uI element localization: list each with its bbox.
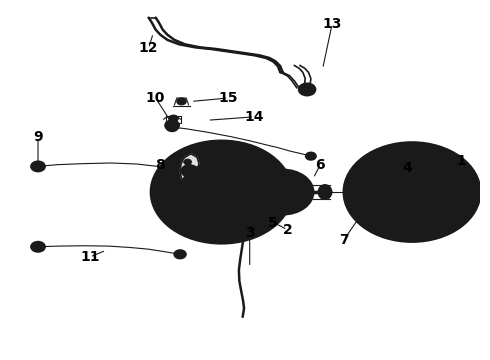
Circle shape	[298, 83, 316, 96]
Ellipse shape	[165, 120, 179, 130]
Text: 12: 12	[139, 41, 158, 55]
Ellipse shape	[345, 183, 361, 202]
Circle shape	[186, 186, 203, 198]
Text: 4: 4	[402, 161, 412, 175]
Ellipse shape	[240, 226, 248, 233]
Ellipse shape	[177, 98, 186, 105]
Ellipse shape	[169, 125, 175, 129]
Ellipse shape	[34, 244, 42, 249]
Circle shape	[440, 187, 453, 197]
Ellipse shape	[186, 170, 192, 174]
Text: 3: 3	[245, 226, 254, 240]
Text: 15: 15	[219, 91, 238, 105]
Ellipse shape	[31, 161, 45, 172]
Circle shape	[184, 159, 192, 165]
Ellipse shape	[174, 250, 186, 258]
Circle shape	[361, 155, 463, 229]
Text: 14: 14	[245, 110, 264, 124]
Circle shape	[378, 202, 391, 211]
Circle shape	[266, 180, 299, 204]
Circle shape	[213, 166, 230, 179]
Circle shape	[344, 143, 480, 242]
Ellipse shape	[183, 168, 195, 176]
Text: 5: 5	[269, 216, 278, 230]
Circle shape	[213, 206, 230, 218]
Ellipse shape	[306, 152, 316, 160]
Circle shape	[252, 170, 313, 214]
Circle shape	[416, 211, 429, 220]
Ellipse shape	[31, 242, 45, 252]
Text: 1: 1	[457, 154, 466, 168]
Circle shape	[151, 141, 292, 243]
Ellipse shape	[207, 184, 236, 213]
Ellipse shape	[166, 123, 178, 131]
Circle shape	[206, 181, 237, 203]
Text: 11: 11	[80, 250, 99, 264]
Text: 2: 2	[282, 223, 292, 237]
Text: 8: 8	[155, 158, 165, 172]
Circle shape	[181, 165, 198, 177]
Polygon shape	[180, 154, 199, 185]
Text: 10: 10	[146, 91, 165, 105]
Circle shape	[240, 186, 257, 198]
Circle shape	[303, 86, 311, 93]
Ellipse shape	[242, 228, 246, 231]
Ellipse shape	[177, 252, 183, 256]
Ellipse shape	[169, 123, 175, 128]
Circle shape	[190, 176, 197, 182]
Ellipse shape	[321, 187, 329, 197]
Ellipse shape	[308, 154, 314, 158]
Ellipse shape	[34, 164, 42, 169]
Text: 9: 9	[33, 130, 43, 144]
Circle shape	[416, 164, 429, 173]
Ellipse shape	[318, 185, 332, 199]
Text: 6: 6	[316, 158, 325, 172]
Ellipse shape	[169, 115, 178, 122]
Circle shape	[378, 173, 391, 182]
Circle shape	[395, 180, 428, 204]
Text: 13: 13	[322, 18, 342, 31]
Text: 7: 7	[339, 233, 348, 247]
Circle shape	[179, 161, 264, 223]
